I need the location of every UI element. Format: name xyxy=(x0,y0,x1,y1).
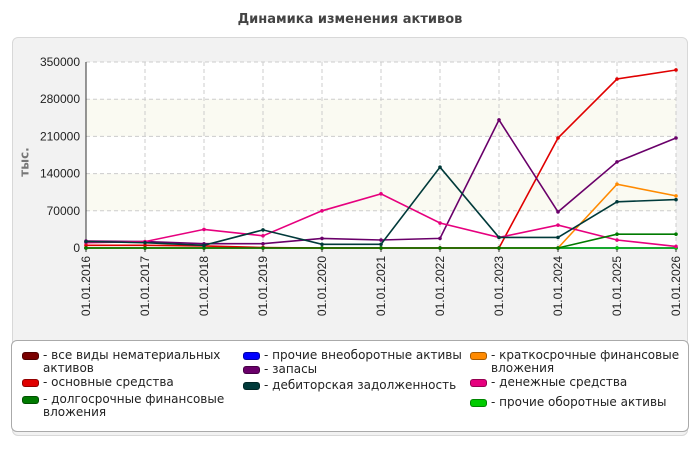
legend-item-other-current-assets: - прочие оборотные активы xyxy=(470,396,681,409)
x-tick-label: 01.01.2019 xyxy=(256,256,270,316)
data-point xyxy=(556,246,560,250)
data-point xyxy=(379,246,383,250)
data-point xyxy=(615,182,619,187)
data-point xyxy=(202,227,206,232)
legend-item-intangible-assets: - все виды нематериальных активов xyxy=(22,349,223,375)
x-tick-label: 01.01.2022 xyxy=(433,256,447,316)
data-point xyxy=(497,235,501,240)
legend-swatch xyxy=(470,352,487,360)
legend-swatch xyxy=(243,366,260,374)
y-tick-label: 210000 xyxy=(40,129,80,143)
x-tick-label: 01.01.2024 xyxy=(551,256,565,316)
x-tick-label: 01.01.2016 xyxy=(79,256,93,316)
x-tick-label: 01.01.2017 xyxy=(138,256,152,316)
data-point xyxy=(615,199,619,204)
legend-swatch xyxy=(470,379,487,387)
data-point xyxy=(84,239,88,244)
data-point xyxy=(84,246,88,250)
data-point xyxy=(615,232,619,236)
legend-label: - прочие оборотные активы xyxy=(491,395,667,409)
data-point xyxy=(379,242,383,247)
data-point xyxy=(438,165,442,170)
legend-swatch xyxy=(22,396,39,404)
data-point xyxy=(615,246,619,250)
data-point xyxy=(320,236,324,241)
data-point xyxy=(615,77,619,81)
data-point xyxy=(261,241,265,246)
y-tick-label: 350000 xyxy=(40,55,80,69)
data-point xyxy=(497,246,501,250)
data-point xyxy=(556,210,560,214)
data-point xyxy=(202,243,206,248)
data-point xyxy=(202,246,206,250)
x-tick-label: 01.01.2018 xyxy=(197,256,211,316)
y-tick-label: 140000 xyxy=(40,167,80,181)
data-point xyxy=(379,238,383,242)
y-tick-label: 0 xyxy=(73,241,80,255)
legend-label: - дебиторская задолженность xyxy=(264,378,457,392)
data-point xyxy=(143,246,147,250)
data-point xyxy=(674,136,678,140)
data-point xyxy=(615,238,619,242)
x-tick-label: 01.01.2021 xyxy=(374,256,388,316)
data-point xyxy=(556,223,560,227)
legend-item-inventories: - запасы xyxy=(243,363,474,376)
y-tick-label: 280000 xyxy=(40,92,80,106)
data-point xyxy=(615,160,619,164)
data-point xyxy=(674,197,678,202)
data-point xyxy=(438,246,442,250)
legend-label: - основные средства xyxy=(43,375,174,389)
legend-label: - долгосрочные финансовые вложения xyxy=(43,392,225,419)
legend-label: - запасы xyxy=(264,362,318,376)
data-point xyxy=(320,209,324,213)
legend-label: - все виды нематериальных активов xyxy=(43,348,221,375)
legend-swatch xyxy=(243,382,260,390)
legend-swatch xyxy=(22,352,39,360)
legend-label: - прочие внеоборотные активы xyxy=(264,348,462,362)
x-tick-label: 01.01.2025 xyxy=(610,256,624,316)
data-point xyxy=(143,243,147,248)
data-point xyxy=(261,246,265,250)
data-point xyxy=(379,191,383,196)
data-point xyxy=(143,240,147,245)
x-tick-label: 01.01.2026 xyxy=(669,256,683,316)
data-point xyxy=(261,228,265,232)
legend-swatch xyxy=(22,379,39,387)
legend-label: - денежные средства xyxy=(491,375,628,389)
data-point xyxy=(438,221,442,225)
data-point xyxy=(438,236,442,241)
x-tick-label: 01.01.2023 xyxy=(492,256,506,316)
legend-item-other-noncurrent-assets: - прочие внеоборотные активы xyxy=(243,349,474,362)
data-point xyxy=(674,194,678,198)
data-point xyxy=(84,243,88,248)
y-tick-label: 70000 xyxy=(47,204,81,218)
legend-item-receivables: - дебиторская задолженность xyxy=(243,379,474,392)
x-tick-label: 01.01.2020 xyxy=(315,256,329,316)
chart-title: Динамика изменения активов xyxy=(237,12,463,27)
data-point xyxy=(320,242,324,247)
legend-item-cash: - денежные средства xyxy=(470,376,681,389)
data-point xyxy=(320,246,324,250)
legend-label: - краткосрочные финансовые вложения xyxy=(491,348,680,375)
legend-item-long-term-investments: - долгосрочные финансовые вложения xyxy=(22,393,243,419)
legend: - все виды нематериальных активов - осно… xyxy=(11,340,689,432)
legend-swatch xyxy=(243,352,260,360)
legend-item-fixed-assets: - основные средства xyxy=(22,376,223,389)
data-point xyxy=(674,68,678,72)
legend-swatch xyxy=(470,399,487,407)
data-point xyxy=(674,244,678,249)
data-point xyxy=(674,232,678,236)
legend-item-short-term-investments: - краткосрочные финансовые вложения xyxy=(470,349,681,375)
data-point xyxy=(497,118,501,122)
data-point xyxy=(261,233,265,238)
data-point xyxy=(556,136,560,140)
data-point xyxy=(556,235,560,240)
